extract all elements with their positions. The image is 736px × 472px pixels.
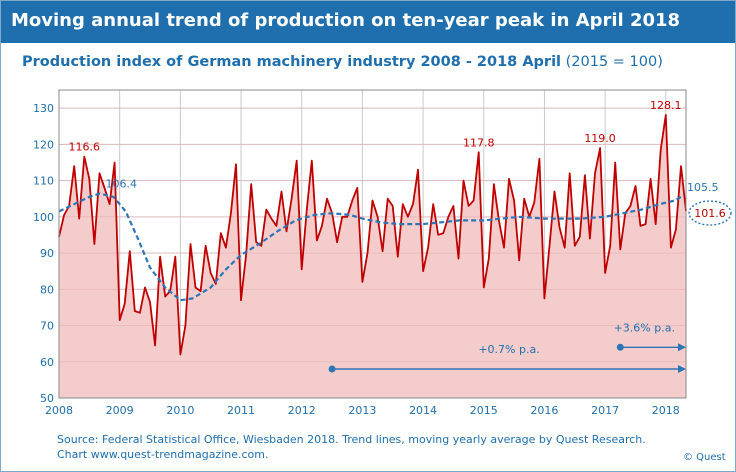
x-tick-label: 2017 [591, 404, 619, 417]
x-tick-label: 2018 [652, 404, 680, 417]
growth-arrow-head [678, 343, 686, 352]
chart-title: Production index of German machinery ind… [22, 54, 562, 70]
x-tick-label: 2016 [530, 404, 558, 417]
growth-arrow-head [678, 365, 686, 374]
copyright: © Quest [683, 452, 726, 463]
production-line [58, 114, 687, 356]
x-tick-label: 2014 [409, 404, 437, 417]
title-banner: Moving annual trend of production on ten… [1, 1, 735, 43]
y-tick-label: 60 [40, 356, 54, 369]
y-tick-label: 120 [33, 138, 54, 151]
chart-subtitle: Production index of German machinery ind… [22, 54, 663, 70]
source-note: Source: Federal Statistical Office, Wies… [57, 433, 646, 446]
y-tick-label: 50 [40, 392, 54, 405]
x-tick-label: 2013 [348, 404, 376, 417]
trend-label: 105.5 [687, 181, 719, 194]
x-tick-label: 2009 [106, 404, 134, 417]
y-tick-label: 70 [40, 320, 54, 333]
x-tick-label: 2012 [288, 404, 316, 417]
y-tick-label: 100 [33, 211, 54, 224]
y-tick-label: 130 [33, 102, 54, 115]
footer: Source: Federal Statistical Office, Wies… [57, 432, 646, 462]
page-title: Moving annual trend of production on ten… [11, 10, 681, 31]
data-label: 117.8 [463, 136, 495, 149]
latest-value-ellipse [688, 200, 732, 226]
data-label: 116.6 [69, 141, 101, 154]
plot-border [58, 89, 687, 399]
growth-rate-label: +0.7% p.a. [478, 343, 539, 356]
trend-label: 106.4 [105, 178, 137, 191]
data-label: 119.0 [584, 132, 616, 145]
latest-value-label: 101.6 [694, 207, 726, 220]
y-tick-label: 110 [33, 175, 54, 188]
x-tick-label: 2015 [470, 404, 498, 417]
trend-line [58, 192, 682, 302]
x-tick-label: 2011 [227, 404, 255, 417]
growth-rate-label: +3.6% p.a. [614, 321, 675, 334]
data-label: 128.1 [650, 99, 682, 112]
x-tick-label: 2010 [166, 404, 194, 417]
x-tick-label: 2008 [45, 404, 73, 417]
y-tick-label: 90 [40, 247, 54, 260]
production-area [59, 115, 687, 398]
chart-link: Chart www.quest-trendmagazine.com. [57, 448, 269, 461]
y-tick-label: 80 [40, 283, 54, 296]
chart-unit: (2015 = 100) [565, 54, 663, 70]
